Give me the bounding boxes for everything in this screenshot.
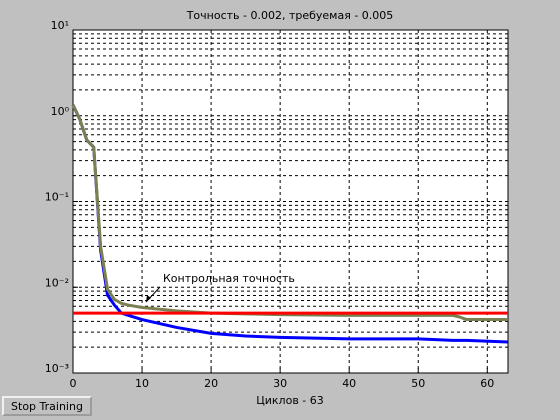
annotation: Контрольная точность (163, 272, 295, 285)
chart-title: Точность - 0.002, требуемая - 0.005 (186, 9, 394, 22)
y-tick-label: 10⁻¹ (45, 191, 69, 204)
stop-training-button[interactable]: Stop Training (2, 396, 92, 416)
y-tick-label: 10⁰ (51, 105, 70, 118)
y-tick-label: 10⁻³ (45, 362, 69, 375)
series-line (71, 104, 508, 322)
y-tick-label: 10¹ (51, 19, 69, 32)
x-tick-label: 30 (273, 377, 287, 390)
x-tick-label: 60 (480, 377, 494, 390)
y-tick-label: 10⁻² (45, 276, 69, 289)
axes-frame (72, 29, 509, 374)
x-tick-label: 0 (70, 377, 77, 390)
x-tick-label: 40 (342, 377, 356, 390)
x-axis-label: Циклов - 63 (256, 394, 324, 407)
annotation-arrowhead (146, 295, 151, 302)
x-tick-label: 50 (411, 377, 425, 390)
x-tick-label: 10 (135, 377, 149, 390)
x-tick-label: 20 (204, 377, 218, 390)
